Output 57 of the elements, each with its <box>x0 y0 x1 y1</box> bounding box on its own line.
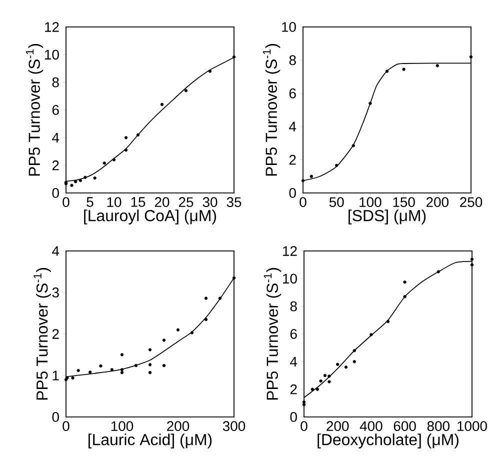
y-tick-label: 10 <box>282 22 296 32</box>
x-tick-label: 0 <box>62 421 70 432</box>
y-axis-title: PP5 Turnover (S$^{-1}$) <box>26 44 44 176</box>
y-tick-label: 12 <box>45 22 59 32</box>
y-axis-title: PP5 Turnover (S$^{-1}$) <box>34 268 51 400</box>
y-tick-label: 2 <box>289 154 296 165</box>
y-tick-label: 8 <box>289 55 296 66</box>
x-tick-label: 200 <box>326 421 349 432</box>
y-tick-label: 4 <box>52 246 60 256</box>
y-tick-label: 2 <box>290 384 297 394</box>
x-tick-label: 0 <box>300 197 306 208</box>
y-tick-label: 4 <box>289 122 296 132</box>
x-tick-label: 600 <box>394 421 416 432</box>
x-tick-label: 200 <box>167 421 190 432</box>
x-tick-label: 20 <box>154 197 170 208</box>
x-axis-title: [Lauroyl CoA] (μM) <box>84 210 216 224</box>
x-tick-label: 100 <box>360 197 382 208</box>
y-tick-label: 6 <box>52 105 59 115</box>
x-tick-label: 35 <box>226 197 242 208</box>
x-tick-label: 200 <box>426 197 448 208</box>
x-tick-label: 5 <box>86 197 94 207</box>
y-tick-label: 1 <box>52 370 59 380</box>
x-tick-label: 30 <box>202 197 218 208</box>
y-axis-title: PP5 Turnover (S$^{-1}$) <box>264 268 282 400</box>
y-tick-label: 4 <box>52 132 60 142</box>
y-tick-label: 12 <box>283 246 297 256</box>
x-tick-label: 800 <box>427 421 450 432</box>
y-tick-label: 8 <box>290 301 297 312</box>
x-tick-label: 15 <box>131 197 146 207</box>
x-tick-label: 10 <box>107 197 122 208</box>
y-tick-label: 0 <box>289 188 296 198</box>
y-tick-label: 6 <box>290 329 297 339</box>
x-tick-label: 150 <box>393 197 415 208</box>
x-axis-title: [Lauric Acid] (μM) <box>88 434 212 448</box>
y-tick-label: 4 <box>290 356 298 366</box>
x-tick-label: 0 <box>62 197 70 208</box>
x-tick-label: 25 <box>178 197 194 208</box>
x-tick-label: 250 <box>460 197 482 208</box>
x-tick-label: 300 <box>222 421 246 432</box>
y-tick-label: 6 <box>289 88 296 98</box>
x-tick-label: 50 <box>329 197 344 208</box>
y-tick-label: 10 <box>45 50 59 60</box>
x-tick-label: 1000 <box>458 421 487 432</box>
y-tick-label: 3 <box>52 288 59 298</box>
x-tick-label: 0 <box>300 421 308 432</box>
x-tick-label: 400 <box>360 421 382 432</box>
y-tick-label: 0 <box>52 412 59 422</box>
y-tick-label: 0 <box>290 412 297 422</box>
y-tick-label: 8 <box>52 77 59 88</box>
y-axis-title: PP5 Turnover (S$^{-1}$) <box>262 44 280 176</box>
x-axis-title: [Deoxycholate] (μM) <box>318 434 458 448</box>
y-tick-label: 0 <box>52 188 59 198</box>
x-axis-title: [SDS] (μM) <box>348 210 426 224</box>
y-tick-label: 10 <box>283 274 297 284</box>
y-tick-label: 2 <box>52 160 59 170</box>
x-tick-label: 100 <box>111 421 134 432</box>
y-tick-label: 2 <box>52 329 59 339</box>
